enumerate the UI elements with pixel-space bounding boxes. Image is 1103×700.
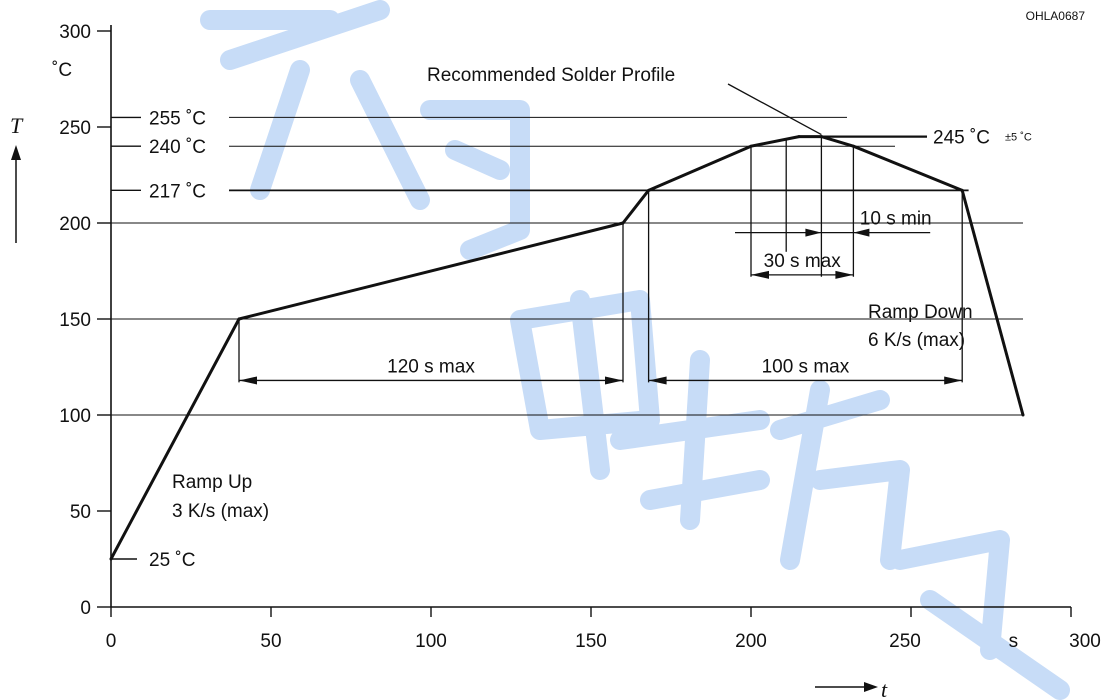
ramp-up-label: Ramp Up xyxy=(172,472,252,493)
watermark xyxy=(200,0,1070,700)
profile-point xyxy=(237,317,241,321)
annotations: 120 s max 100 s max 30 s max 10 s min Ramp U… xyxy=(172,65,973,522)
dim-10-arrow-left xyxy=(853,228,870,237)
dim-100-arrow-left xyxy=(648,376,667,385)
y-unit-label: ˚C xyxy=(52,60,72,81)
dim-30-arrow-left xyxy=(751,270,769,279)
y-tick-label-0: 0 xyxy=(80,598,91,619)
profile-point xyxy=(819,135,823,139)
ramp-up-rate: 3 K/s (max) xyxy=(172,501,269,522)
marker-lines xyxy=(238,136,963,383)
y-tick-label-100: 100 xyxy=(59,406,91,427)
profile-point xyxy=(647,188,651,192)
x-tick-label-150: 150 xyxy=(575,631,607,652)
dim-100-label: 100 s max xyxy=(762,356,850,377)
start-label: 25 ˚C xyxy=(149,550,195,571)
profile-point xyxy=(960,188,964,192)
reference-lines: 255 ˚C 240 ˚C 217 ˚C 245 ˚C ±5 ˚C 25 ˚C xyxy=(111,108,1032,571)
ref-label-1: 240 ˚C xyxy=(149,137,206,158)
y-tick-label-150: 150 xyxy=(59,310,91,331)
x-axis-arrowhead xyxy=(864,682,878,692)
profile-point xyxy=(621,221,625,225)
x-tick-label-50: 50 xyxy=(260,631,281,652)
x-tick-label-0: 0 xyxy=(106,631,117,652)
y-tick-label-300: 300 xyxy=(59,22,91,43)
dim-120-label: 120 s max xyxy=(387,356,475,377)
y-tick-label-250: 250 xyxy=(59,118,91,139)
dim-120-arrow-left xyxy=(239,376,257,385)
y-tick-label-50: 50 xyxy=(70,502,91,523)
profile-point xyxy=(851,144,855,148)
y-tick-label-200: 200 xyxy=(59,214,91,235)
ref-label-2: 217 ˚C xyxy=(149,181,206,202)
axis-labels: Tt OHLA0687 xyxy=(10,9,1085,700)
profile-point xyxy=(749,144,753,148)
profile-point xyxy=(797,135,801,139)
profile-line xyxy=(109,135,1025,560)
profile-group xyxy=(109,135,1025,561)
profile-point xyxy=(1021,413,1025,417)
ramp-down-rate: 6 K/s (max) xyxy=(868,330,965,351)
x-tick-label-200: 200 xyxy=(735,631,767,652)
profile-point xyxy=(109,557,113,561)
grid-lines xyxy=(111,222,1023,416)
dim-10-arrow-right xyxy=(805,228,822,237)
profile-callout-leader xyxy=(727,83,822,136)
dim-10-label: 10 s min xyxy=(860,209,932,230)
dim-120-arrow-right xyxy=(605,376,623,385)
figure-code: OHLA0687 xyxy=(1026,9,1086,23)
profile-callout-label: Recommended Solder Profile xyxy=(427,65,675,86)
ref-label-0: 255 ˚C xyxy=(149,108,206,129)
dim-30-arrow-right xyxy=(835,270,854,279)
y-axis-arrowhead xyxy=(11,145,21,160)
y-axis-label: T xyxy=(10,113,24,138)
x-tick-label-300: 300 xyxy=(1069,631,1101,652)
axes: 0 50 100 150 200 250 300 ˚C 0 50 100 150 200 250 300 s xyxy=(52,22,1101,652)
x-unit-label: s xyxy=(1009,631,1019,652)
ref-tolerance-3: ±5 ˚C xyxy=(1005,132,1032,144)
ramp-down-label: Ramp Down xyxy=(868,302,973,323)
x-tick-label-100: 100 xyxy=(415,631,447,652)
dim-100-arrow-right xyxy=(944,376,963,385)
dim-30-label: 30 s max xyxy=(764,251,842,272)
x-axis-label: t xyxy=(881,677,888,700)
ref-label-3: 245 ˚C xyxy=(933,128,990,149)
x-tick-label-250: 250 xyxy=(889,631,921,652)
